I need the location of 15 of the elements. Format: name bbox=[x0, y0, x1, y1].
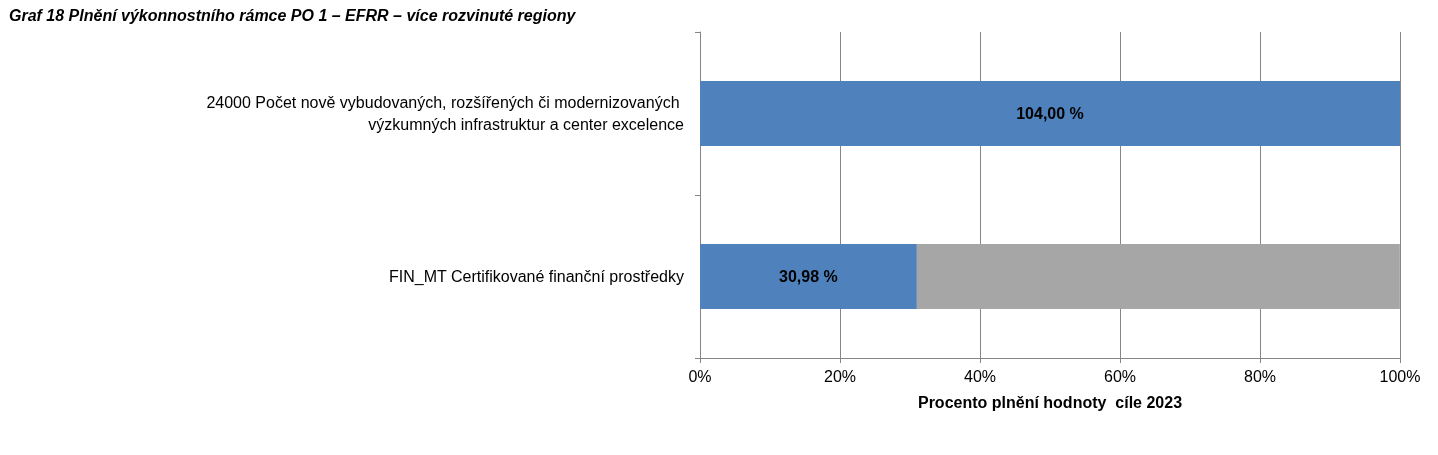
x-tick-label: 20% bbox=[823, 367, 857, 385]
data-label: 30,98 % bbox=[779, 268, 838, 285]
x-axis-title: Procento plnění hodnoty cíle 2023 bbox=[917, 393, 1183, 411]
bar bbox=[916, 243, 1400, 310]
bar bbox=[700, 80, 1400, 147]
x-tick-label: 40% bbox=[963, 367, 997, 385]
annotation: 104,00 % bbox=[1016, 105, 1084, 122]
x-tick-label: 60% bbox=[1103, 367, 1137, 385]
y-tick-label: FIN_MT Certifikované finanční prostředky bbox=[389, 268, 684, 286]
bar bbox=[700, 243, 917, 310]
x-tick-label: 100% bbox=[1379, 367, 1421, 385]
y-tick-label: 24000 Počet nově vybudovaných, rozšířených či modernizovaných výzkumných infrastruktur a center excelence bbox=[206, 94, 685, 133]
x-tick-label: 80% bbox=[1243, 367, 1277, 385]
text: Graf 18 Plnění výkonnostního rámce PO 1 – EFRR – více rozvinuté regiony bbox=[9, 6, 577, 24]
x-tick-label: 0% bbox=[688, 367, 712, 385]
